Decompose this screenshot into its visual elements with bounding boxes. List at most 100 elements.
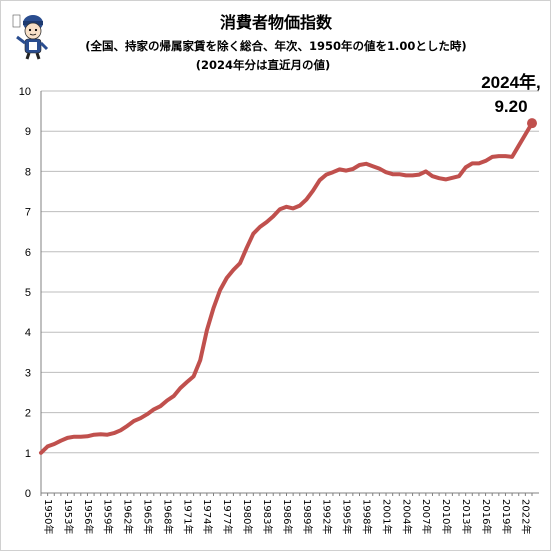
x-tick-label: 1986年 bbox=[281, 499, 294, 534]
data-point bbox=[510, 155, 514, 159]
y-tick-label: 0 bbox=[25, 488, 31, 500]
data-point bbox=[377, 167, 381, 171]
data-point bbox=[119, 428, 123, 432]
data-point bbox=[85, 434, 89, 438]
y-tick-labels: 0 1 2 3 4 5 6 7 8 9 10 bbox=[19, 86, 31, 500]
x-tick-label: 1965年 bbox=[142, 499, 155, 534]
y-tick-label: 9 bbox=[25, 126, 31, 138]
data-point bbox=[271, 214, 275, 218]
data-point bbox=[231, 268, 235, 272]
x-tick-label: 2022年 bbox=[520, 499, 533, 534]
data-point bbox=[92, 433, 96, 437]
x-tick-label: 1956年 bbox=[82, 499, 95, 534]
data-point bbox=[145, 412, 149, 416]
y-tick-label: 8 bbox=[25, 166, 31, 178]
x-tick-label: 1989年 bbox=[301, 499, 314, 534]
data-point bbox=[391, 172, 395, 176]
data-point bbox=[178, 386, 182, 390]
mascot-logo bbox=[12, 14, 49, 60]
data-point bbox=[79, 435, 83, 439]
x-tick-label: 1974年 bbox=[201, 499, 214, 534]
x-tick-label: 1959年 bbox=[102, 499, 115, 534]
data-point bbox=[132, 419, 136, 423]
data-point bbox=[59, 439, 63, 443]
data-point bbox=[384, 170, 388, 174]
data-point bbox=[105, 433, 109, 437]
data-point bbox=[218, 288, 222, 292]
data-point bbox=[158, 404, 162, 408]
data-point bbox=[212, 306, 216, 310]
annotation-value: 9.20 bbox=[494, 97, 527, 116]
data-point bbox=[285, 205, 289, 209]
data-point bbox=[225, 276, 229, 280]
data-point bbox=[152, 407, 156, 411]
series-consumer-price-index bbox=[39, 118, 537, 455]
chart-subtitle-1: (全国、持家の帰属家賃を除く総合、年次、1950年の値を1.00とした時) bbox=[85, 39, 466, 53]
data-point bbox=[198, 358, 202, 362]
x-tick-label: 2001年 bbox=[380, 499, 393, 534]
x-tick-label: 2010年 bbox=[440, 499, 453, 534]
data-point bbox=[192, 374, 196, 378]
data-point bbox=[318, 178, 322, 182]
data-point bbox=[371, 164, 375, 168]
data-point bbox=[351, 167, 355, 171]
data-point bbox=[404, 173, 408, 177]
data-point bbox=[46, 444, 50, 448]
x-tick-label: 1953年 bbox=[62, 499, 75, 534]
data-point bbox=[185, 380, 189, 384]
x-tick-label: 1962年 bbox=[122, 499, 135, 534]
data-point bbox=[457, 174, 461, 178]
series-line bbox=[39, 121, 534, 455]
data-point bbox=[278, 207, 282, 211]
data-point bbox=[324, 173, 328, 177]
data-point bbox=[364, 162, 368, 166]
data-point bbox=[238, 261, 242, 265]
x-tick-label: 1977年 bbox=[221, 499, 234, 534]
x-tick-label: 1950年 bbox=[42, 499, 55, 534]
data-point bbox=[450, 176, 454, 180]
data-point bbox=[497, 154, 501, 158]
data-point bbox=[357, 163, 361, 167]
data-point bbox=[430, 174, 434, 178]
data-point bbox=[344, 169, 348, 173]
data-point bbox=[304, 198, 308, 202]
x-tick-label: 2004年 bbox=[400, 499, 413, 534]
data-point bbox=[205, 328, 209, 332]
data-point bbox=[397, 172, 401, 176]
data-point bbox=[437, 176, 441, 180]
y-tick-label: 5 bbox=[25, 287, 31, 299]
y-tick-label: 4 bbox=[25, 327, 31, 339]
x-tick-label: 1971年 bbox=[181, 499, 194, 534]
y-tick-label: 2 bbox=[25, 408, 31, 420]
data-point bbox=[66, 436, 70, 440]
x-tick-label: 2007年 bbox=[420, 499, 433, 534]
y-tick-label: 3 bbox=[25, 367, 31, 379]
data-point bbox=[72, 435, 76, 439]
data-point bbox=[245, 246, 249, 250]
data-point bbox=[523, 132, 527, 136]
y-tick-label: 6 bbox=[25, 247, 31, 259]
x-tick-label: 1995年 bbox=[341, 499, 354, 534]
data-point bbox=[291, 206, 295, 210]
data-point bbox=[424, 169, 428, 173]
data-point bbox=[258, 225, 262, 229]
data-point bbox=[444, 177, 448, 181]
data-point bbox=[125, 424, 129, 428]
y-tick-label: 1 bbox=[25, 448, 31, 460]
data-point bbox=[298, 204, 302, 208]
data-point bbox=[477, 161, 481, 165]
y-tick-label: 10 bbox=[19, 86, 31, 98]
x-tick-labels: 1950年 1953年 1956年 1959年 1962年 1965年 1968年 1971年… bbox=[42, 499, 533, 534]
data-point bbox=[331, 170, 335, 174]
chart-title: 消費者物価指数 bbox=[220, 13, 333, 32]
data-point bbox=[52, 442, 56, 446]
data-point-latest bbox=[527, 118, 537, 129]
data-point bbox=[490, 155, 494, 159]
x-tick-label: 2019年 bbox=[500, 499, 513, 534]
y-tick-label: 7 bbox=[25, 207, 31, 219]
x-tick-label: 2016年 bbox=[480, 499, 493, 534]
gridlines bbox=[41, 90, 539, 454]
x-tick-label: 1992年 bbox=[321, 499, 334, 534]
